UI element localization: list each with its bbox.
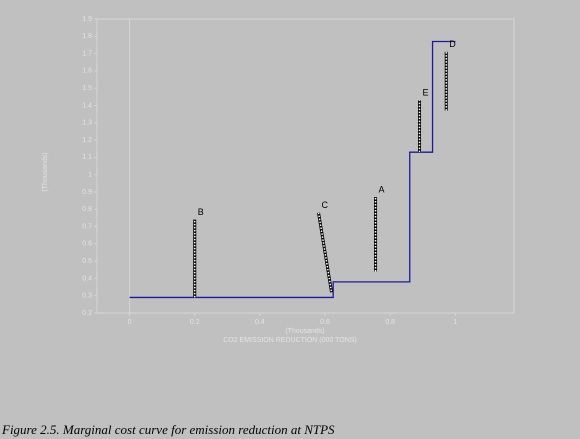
- y-tick-label: 0.4: [82, 275, 92, 282]
- x-tick-label: 1: [453, 319, 457, 326]
- y-axis-label: (Thousands): [42, 152, 49, 191]
- range-bar: [317, 212, 333, 293]
- y-tick-label: 1.7: [82, 50, 92, 57]
- y-tick-label: 1: [88, 171, 92, 178]
- y-tick-label: 0.3: [82, 293, 92, 300]
- x-tick-label: 0.8: [385, 319, 395, 326]
- x-unit-label: (Thousands): [285, 328, 324, 335]
- range-label: A: [379, 185, 385, 195]
- range-label: C: [322, 200, 329, 210]
- y-tick-label: 0.7: [82, 223, 92, 230]
- y-tick-label: 0.2: [82, 310, 92, 317]
- y-tick-label: 1.4: [82, 102, 92, 109]
- y-tick-label: 0.6: [82, 241, 92, 248]
- y-tick-label: 1.5: [82, 85, 92, 92]
- cost-curve: [129, 40, 456, 299]
- x-tick-label: 0.2: [190, 319, 200, 326]
- range-label: E: [423, 88, 429, 98]
- y-tick-label: 1.9: [82, 16, 92, 23]
- plot-frame: [96, 18, 515, 314]
- y-tick-label: 1.1: [82, 154, 92, 161]
- y-tick-label: 1.8: [82, 33, 92, 40]
- y-tick-label: 1.2: [82, 137, 92, 144]
- y-tick-label: 1.6: [82, 68, 92, 75]
- x-axis-label: CO2 EMISSION REDUCTION (000 TONS): [223, 337, 357, 344]
- y-tick-label: 0.5: [82, 258, 92, 265]
- y-tick-label: 0.8: [82, 206, 92, 213]
- x-tick-label: 0: [128, 319, 132, 326]
- y-tick-label: 1.3: [82, 120, 92, 127]
- y-tick-label: 0.9: [82, 189, 92, 196]
- caption: Figure 2.5. Marginal cost curve for emis…: [1, 422, 335, 437]
- range-label: D: [449, 39, 456, 49]
- range-label: B: [198, 207, 204, 217]
- x-tick-label: 0.4: [255, 319, 265, 326]
- x-tick-label: 0.6: [320, 319, 330, 326]
